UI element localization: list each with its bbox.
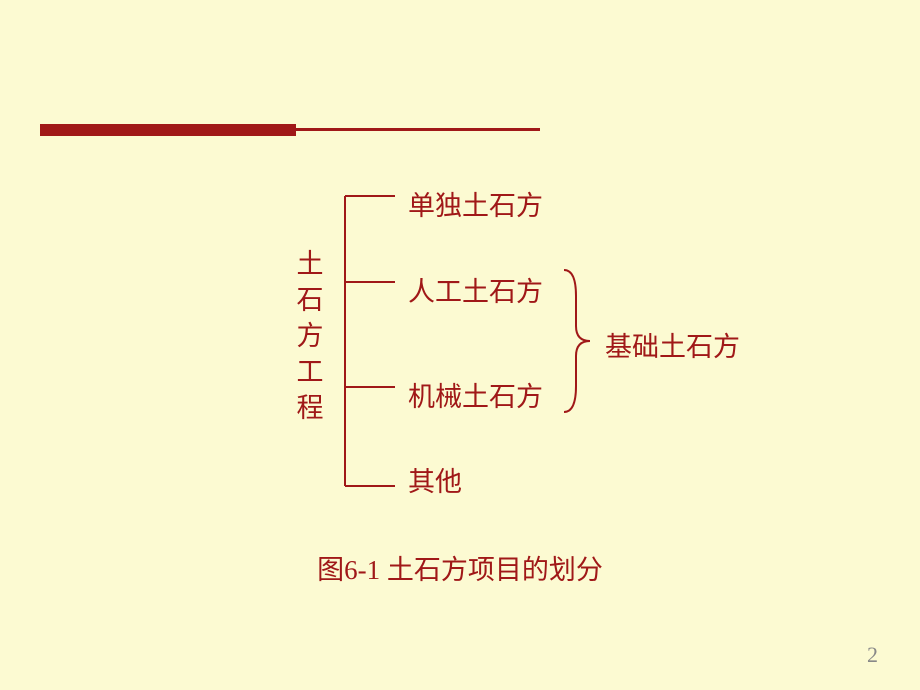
branch-label: 机械土石方 <box>408 375 543 414</box>
branch-label: 单独土石方 <box>408 184 543 223</box>
root-char: 程 <box>295 390 325 426</box>
branch-label: 其他 <box>408 460 462 499</box>
main-bracket <box>343 182 403 492</box>
divider-thick <box>40 124 296 136</box>
tree-diagram: 土 石 方 工 程 单独土石方 人工土石方 机械土石方 其他 基础土石方 <box>0 170 920 530</box>
root-char: 土 <box>295 246 325 282</box>
curly-brace-icon <box>558 266 598 416</box>
figure-caption: 图6-1 土石方项目的划分 <box>0 548 920 587</box>
group-label: 基础土石方 <box>605 325 740 364</box>
branch-label: 人工土石方 <box>408 270 543 309</box>
divider-rule <box>40 124 540 136</box>
root-char: 石 <box>295 282 325 318</box>
root-node-label: 土 石 方 工 程 <box>295 246 325 426</box>
divider-thin <box>296 128 540 131</box>
page-number: 2 <box>867 642 878 668</box>
root-char: 方 <box>295 318 325 354</box>
root-char: 工 <box>295 354 325 390</box>
